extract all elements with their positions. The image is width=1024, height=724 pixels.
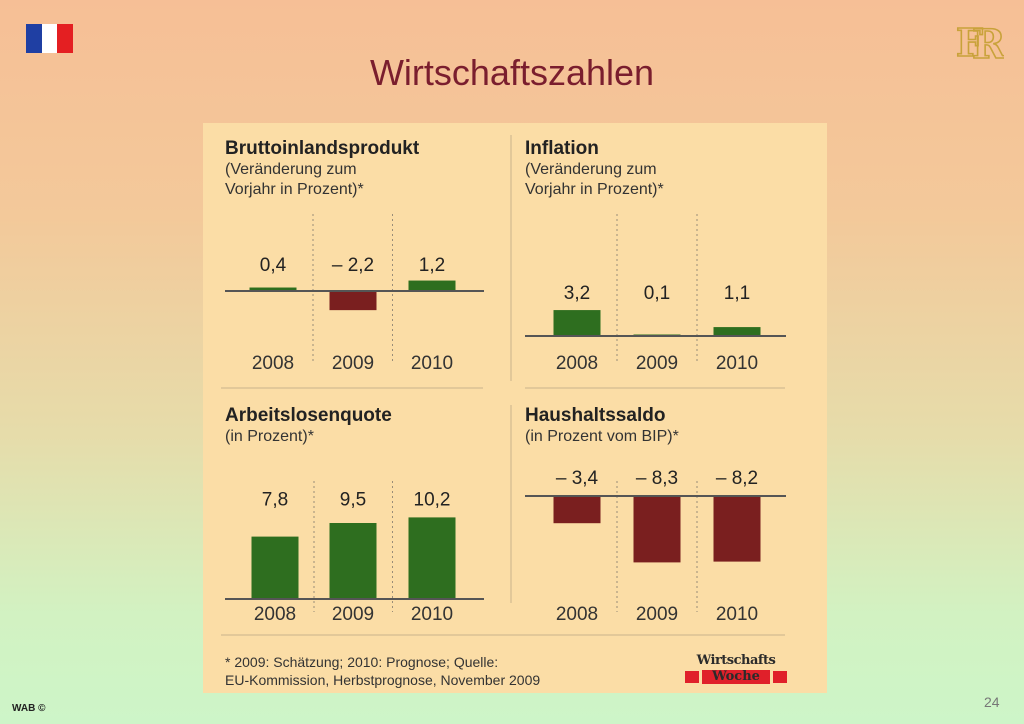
data-label: – 8,2	[716, 468, 758, 489]
chart-title: Arbeitslosenquote	[225, 405, 392, 426]
bar-2008	[251, 536, 299, 599]
bar-2009	[329, 291, 377, 311]
data-label: 10,2	[414, 489, 451, 510]
year-label: 2008	[252, 353, 294, 374]
brand-line-2: Woche	[702, 670, 770, 684]
chart-subtitle-line: Vorjahr in Prozent)*	[225, 181, 364, 198]
data-label: 0,4	[260, 255, 287, 276]
bar-2010	[408, 517, 456, 599]
chart-subtitle-line: Vorjahr in Prozent)*	[525, 181, 664, 198]
flag-stripe-white	[41, 24, 58, 53]
footnote-line-1: * 2009: Schätzung; 2010: Prognose; Quell…	[225, 654, 499, 670]
data-label: 9,5	[340, 489, 366, 510]
year-label: 2010	[716, 353, 758, 374]
footer-copyright: WAB ©	[12, 703, 46, 714]
data-label: – 2,2	[332, 255, 374, 276]
chart-2: Inflation (Veränderung zum Vorjahr in Proz…	[525, 138, 786, 374]
year-label: 2008	[254, 604, 296, 625]
chart-subtitle-line: (in Prozent)*	[225, 428, 314, 445]
year-label: 2009	[332, 604, 374, 625]
data-label: – 8,3	[636, 468, 678, 489]
bar-2010	[408, 280, 456, 291]
brand-red-block-right	[773, 671, 787, 683]
bar-2010	[713, 496, 761, 562]
brand-red-block-left	[685, 671, 699, 683]
chart-4: Haushaltssaldo (in Prozent vom BIP)* – 3,4…	[525, 405, 786, 625]
chart-subtitle-line: (in Prozent vom BIP)*	[525, 428, 679, 445]
flag-stripe-red	[57, 24, 74, 53]
year-label: 2010	[411, 353, 453, 374]
year-label: 2009	[636, 353, 678, 374]
bar-2008	[553, 310, 601, 336]
year-label: 2008	[556, 353, 598, 374]
data-label: – 3,4	[556, 468, 599, 489]
chart-title: Inflation	[525, 138, 599, 159]
wirtschaftswoche-logo: Wirtschafts Woche	[685, 653, 787, 687]
page-number: 24	[984, 694, 1000, 710]
data-label: 3,2	[564, 283, 590, 304]
year-label: 2009	[636, 604, 678, 625]
year-label: 2010	[411, 604, 453, 625]
chart-subtitle-line: (Veränderung zum	[525, 161, 657, 178]
chart-3: Arbeitslosenquote (in Prozent)* 7,8 2008 9,5…	[225, 405, 484, 625]
data-label: 0,1	[644, 283, 670, 304]
brand-line-1: Wirtschafts	[696, 653, 776, 668]
monogram-logo: F R	[955, 19, 1004, 64]
bar-2008	[249, 287, 297, 291]
svg-text:F: F	[956, 20, 983, 64]
charts-svg: Bruttoinlandsprodukt (Veränderung zum Vorj…	[221, 135, 786, 636]
bar-2008	[553, 496, 601, 524]
footnote: * 2009: Schätzung; 2010: Prognose; Quell…	[225, 653, 665, 689]
logo-letter: R	[972, 21, 1004, 64]
data-label: 1,2	[419, 255, 445, 276]
bar-2009	[329, 523, 377, 599]
year-label: 2009	[332, 353, 374, 374]
year-label: 2008	[556, 604, 598, 625]
chart-title: Bruttoinlandsprodukt	[225, 138, 420, 159]
chart-subtitle-line: (Veränderung zum	[225, 161, 357, 178]
chart-1: Bruttoinlandsprodukt (Veränderung zum Vorj…	[225, 138, 484, 374]
data-label: 7,8	[262, 489, 288, 510]
bar-2010	[713, 327, 761, 336]
bar-2009	[633, 496, 681, 563]
french-flag-icon	[26, 24, 74, 53]
chart-panel: Bruttoinlandsprodukt (Veränderung zum Vorj…	[203, 123, 827, 693]
slide-title: Wirtschaftszahlen	[369, 52, 655, 93]
chart-title: Haushaltssaldo	[525, 405, 665, 426]
flag-stripe-blue	[26, 24, 42, 53]
footnote-line-2: EU-Kommission, Herbstprognose, November …	[225, 672, 541, 688]
data-label: 1,1	[724, 283, 750, 304]
year-label: 2010	[716, 604, 758, 625]
